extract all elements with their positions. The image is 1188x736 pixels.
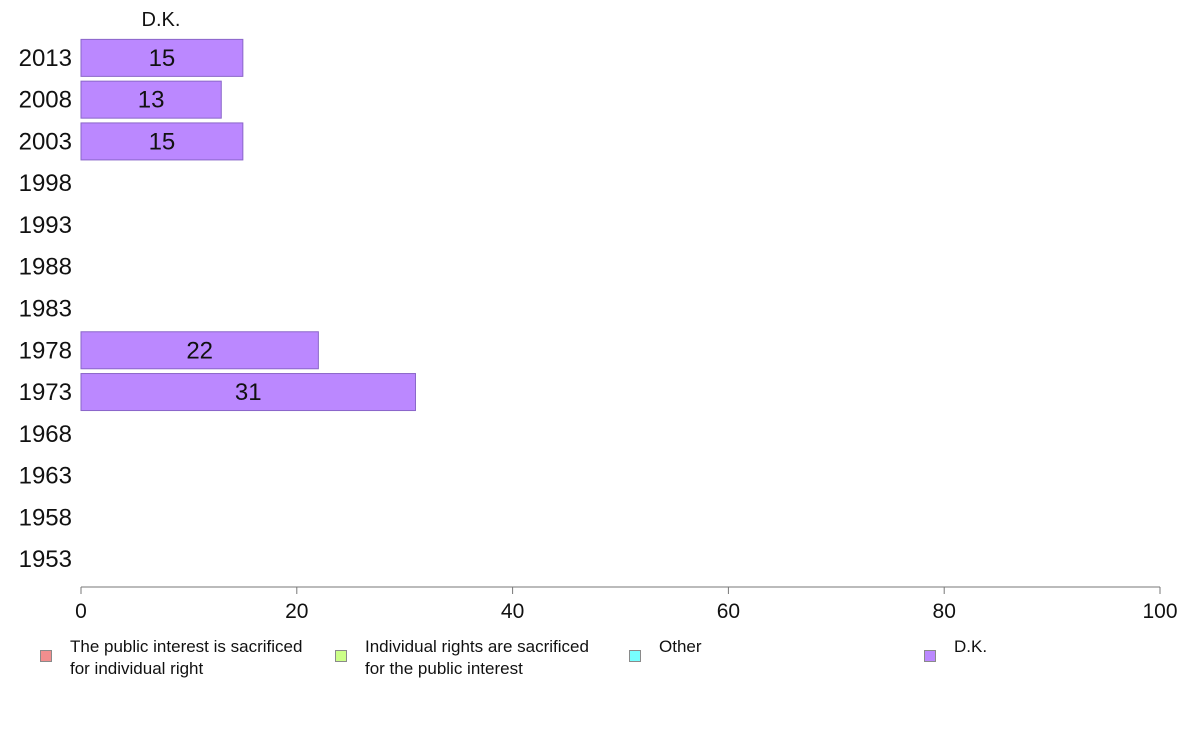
bar-value-label: 15 bbox=[149, 128, 176, 155]
legend-swatch bbox=[924, 650, 936, 662]
bar-chart: D.K. 2013 15 2008 13 2003 15 1998 1993 1988 1983 1… bbox=[19, 9, 1178, 623]
y-tick-label: 2008 bbox=[19, 87, 72, 114]
y-tick-label: 1978 bbox=[19, 337, 72, 364]
x-tick-label: 80 bbox=[933, 600, 956, 623]
legend-swatch bbox=[629, 650, 641, 662]
bar bbox=[80, 373, 416, 412]
panel-title: D.K. bbox=[142, 9, 181, 31]
legend-swatch bbox=[335, 650, 347, 662]
y-tick-label: 1993 bbox=[19, 212, 72, 239]
x-tick-label: 60 bbox=[717, 600, 740, 623]
legend-item-public-interest-sacrificed: The public interest is sacrificed for in… bbox=[40, 636, 302, 680]
legend-label: D.K. bbox=[954, 637, 988, 656]
y-tick-label: 2003 bbox=[19, 128, 72, 155]
bar bbox=[80, 122, 244, 161]
bar-value-label: 31 bbox=[235, 379, 262, 406]
bar bbox=[80, 80, 222, 119]
legend-label: The public interest is sacrificed for in… bbox=[70, 637, 303, 678]
x-tick-label: 100 bbox=[1142, 600, 1177, 623]
x-tick-label: 0 bbox=[75, 600, 87, 623]
y-tick-label: 1953 bbox=[19, 546, 72, 573]
y-tick-label: 1968 bbox=[19, 421, 72, 448]
y-tick-label: 1988 bbox=[19, 254, 72, 281]
bar bbox=[80, 38, 244, 77]
bar-value-label: 13 bbox=[138, 87, 165, 114]
bar bbox=[80, 331, 319, 370]
x-tick-label: 20 bbox=[285, 600, 308, 623]
y-tick-label: 1963 bbox=[19, 463, 72, 490]
x-tick-label: 40 bbox=[501, 600, 524, 623]
legend-item-dk: D.K. bbox=[924, 636, 987, 662]
legend-label: Other bbox=[659, 637, 702, 656]
legend-item-other: Other bbox=[629, 636, 702, 662]
y-tick-label: 2013 bbox=[19, 45, 72, 72]
legend-swatch bbox=[40, 650, 52, 662]
y-tick-label: 1973 bbox=[19, 379, 72, 406]
y-tick-label: 1998 bbox=[19, 170, 72, 197]
bar-value-label: 15 bbox=[149, 45, 176, 72]
y-tick-label: 1983 bbox=[19, 296, 72, 323]
legend: The public interest is sacrificed for in… bbox=[0, 636, 1188, 696]
legend-label: Individual rights are sacrificed for the… bbox=[365, 637, 589, 678]
bar-value-label: 22 bbox=[186, 337, 213, 364]
y-tick-label: 1958 bbox=[19, 504, 72, 531]
legend-item-individual-rights-sacrificed: Individual rights are sacrificed for the… bbox=[335, 636, 589, 680]
